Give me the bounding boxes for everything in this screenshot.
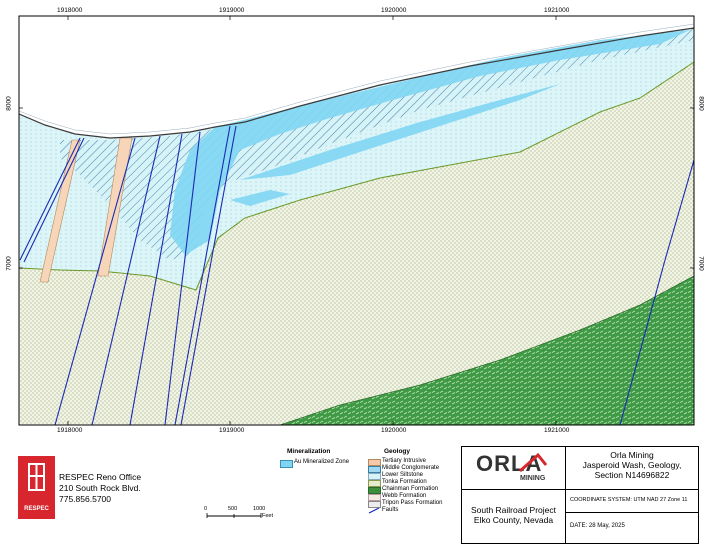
- x-tick-bottom: 1921000: [544, 427, 570, 434]
- legend-label: Chainman Formation: [382, 486, 439, 492]
- scale-unit: Feet: [262, 513, 274, 519]
- orla-logo: ORLA MINING: [462, 447, 566, 490]
- project-cell: South Railroad Project Elko County, Neva…: [462, 489, 566, 543]
- office-phone: 775.856.5700: [59, 494, 111, 504]
- office-address: RESPEC Reno Office 210 South Rock Blvd. …: [59, 472, 141, 505]
- legend-swatch-chainman: [368, 487, 381, 494]
- legend-label: Webb Formation: [382, 493, 427, 499]
- legend-swatch-conglomerate: [368, 466, 381, 473]
- legend-swatch-webb: [368, 494, 381, 501]
- topography-line-offset: [19, 23, 694, 135]
- legend-geology-header: Geology: [384, 448, 411, 455]
- x-tick-top: 1920000: [381, 7, 407, 14]
- legend-mineralization-header: Mineralization: [287, 448, 331, 455]
- au-mineralized-zone: [240, 84, 560, 180]
- respec-logo-text: RESPEC: [24, 506, 49, 512]
- legend-label: Faults: [382, 507, 399, 513]
- tick-marks: [19, 16, 694, 425]
- au-mineralized-zone: [230, 190, 290, 206]
- title-line1: Jasperoid Wash, Geology,: [582, 460, 682, 470]
- scale-bar: [206, 513, 262, 518]
- legend-swatch-intrusive: [368, 459, 381, 466]
- scale-label-500: 500: [228, 506, 238, 512]
- legend-label: Middle Conglomerate: [382, 465, 440, 471]
- legend-swatch-fault: [368, 507, 380, 514]
- legend-label: Au Mineralized Zone: [294, 459, 350, 465]
- office-street: 210 South Rock Blvd.: [59, 483, 141, 493]
- legend-swatch-siltstone: [368, 473, 381, 480]
- project-location: Elko County, Nevada: [473, 515, 554, 525]
- coord-cell: COORDINATE SYSTEM: UTM NAD 27 Zone 11: [566, 489, 698, 513]
- legend-swatch-mineralized: [280, 460, 293, 468]
- drawing-title: Orla Mining Jasperoid Wash, Geology, Sec…: [566, 450, 698, 480]
- scale-label-0: 0: [204, 506, 208, 512]
- topography-line: [19, 27, 694, 139]
- company-name: Orla Mining: [610, 450, 654, 460]
- x-tick-top: 1921000: [544, 7, 570, 14]
- x-tick-top: 1919000: [219, 7, 245, 14]
- middle-conglomerate-area: [60, 28, 694, 260]
- legend-swatch-tripon: [368, 501, 381, 508]
- x-tick-bottom: 1918000: [57, 427, 83, 434]
- title-line2: Section N14696822: [594, 470, 670, 480]
- title-block: ORLA MINING Orla Mining Jasperoid Wash, …: [461, 446, 699, 544]
- legend-label: Tonka Formation: [382, 479, 427, 485]
- project-name: South Railroad Project: [470, 505, 557, 515]
- orla-logo-sub: MINING: [520, 475, 546, 482]
- legend-swatch-tonka: [368, 480, 381, 487]
- faults: [19, 125, 694, 425]
- legend-label: Tripon Pass Formation: [382, 500, 443, 506]
- y-tick-right: 7000: [697, 256, 705, 271]
- map-border: [18, 15, 695, 426]
- air-above-topography: [19, 16, 694, 138]
- y-tick-left: 8000: [5, 96, 13, 111]
- legend-label: Tertiary Intrusive: [382, 458, 427, 464]
- x-tick-top: 1918000: [57, 7, 83, 14]
- y-tick-right: 8000: [697, 96, 705, 111]
- x-tick-bottom: 1920000: [381, 427, 407, 434]
- orla-logo-accent-icon: [519, 452, 548, 473]
- x-tick-bottom: 1919000: [219, 427, 245, 434]
- chainman-formation-area: [279, 275, 694, 425]
- tertiary-intrusive-dike: [39, 139, 81, 283]
- scale-label-1000: 1000: [253, 506, 266, 512]
- drawing-date: DATE: 28 May, 2025: [570, 523, 625, 529]
- legend-label: Lower Siltstone: [382, 472, 424, 478]
- coordinate-system: COORDINATE SYSTEM: UTM NAD 27 Zone 11: [570, 497, 688, 503]
- y-tick-left: 7000: [5, 256, 13, 271]
- respec-logo-icon: [28, 463, 45, 491]
- office-name: RESPEC Reno Office: [59, 472, 142, 482]
- respec-logo: RESPEC: [18, 456, 55, 519]
